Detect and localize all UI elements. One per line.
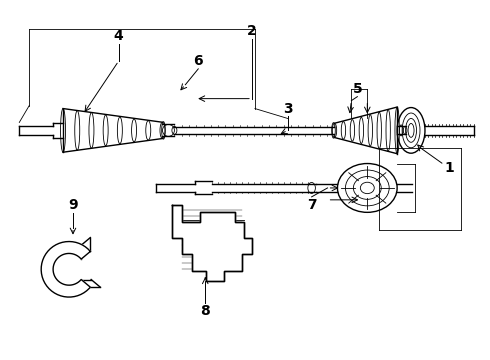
- Text: 3: 3: [283, 102, 293, 116]
- Text: 6: 6: [194, 54, 203, 68]
- Text: 7: 7: [307, 198, 317, 212]
- Text: 8: 8: [200, 304, 210, 318]
- Polygon shape: [172, 205, 252, 281]
- Polygon shape: [41, 242, 90, 297]
- Text: 5: 5: [352, 82, 362, 96]
- Text: 2: 2: [247, 24, 257, 38]
- Text: 9: 9: [68, 198, 78, 212]
- Text: 4: 4: [114, 29, 123, 43]
- Text: 1: 1: [444, 161, 454, 175]
